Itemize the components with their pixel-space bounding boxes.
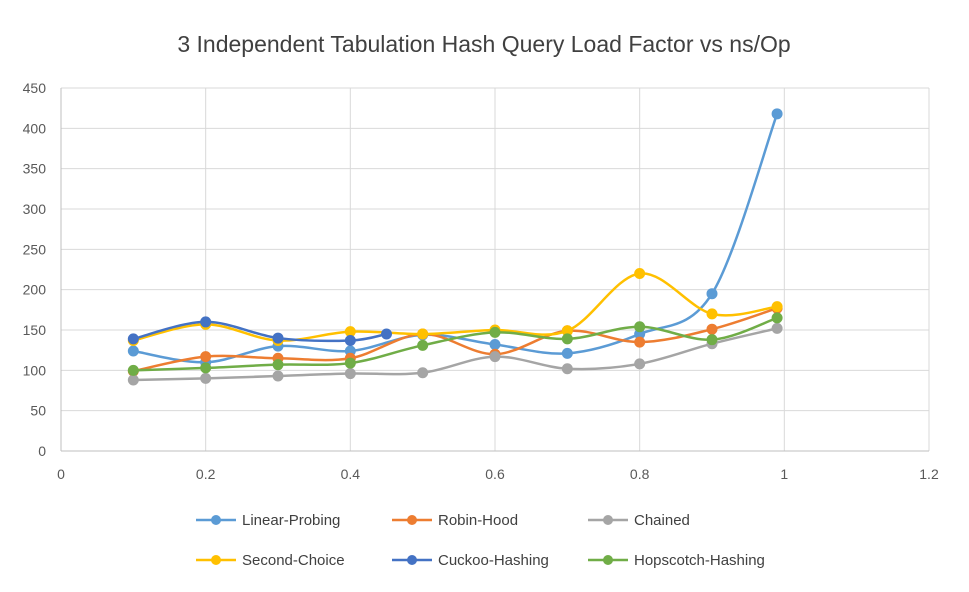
data-point-hopscotch-hashing (561, 333, 573, 345)
legend-item-linear-probing[interactable]: Linear-Probing (196, 512, 340, 529)
data-point-hopscotch-hashing (417, 339, 429, 351)
data-point-chained (771, 322, 783, 334)
data-point-cuckoo-hashing (200, 316, 212, 328)
x-tick-label: 0.8 (630, 466, 650, 482)
y-tick-label: 0 (38, 443, 46, 459)
data-point-chained (127, 374, 139, 386)
data-point-linear-probing (127, 345, 139, 357)
series-group (127, 108, 783, 386)
series-chained (127, 322, 783, 386)
data-point-cuckoo-hashing (381, 328, 392, 340)
legend-swatch-marker (603, 515, 613, 525)
data-point-cuckoo-hashing (344, 334, 356, 346)
data-point-second-choice (417, 328, 429, 340)
data-point-chained (561, 363, 573, 375)
axes (60, 88, 929, 452)
data-point-chained (200, 372, 212, 384)
data-point-chained (272, 370, 284, 382)
tick-labels: 0 50 100 150 200 250 300 350 400 450 0 0.2 0.4 0.6 0.8… (23, 80, 939, 482)
series-line-hopscotch-hashing (132, 316, 779, 372)
data-point-chained (417, 367, 429, 379)
legend-item-hopscotch-hashing[interactable]: Hopscotch-Hashing (588, 552, 765, 569)
chart-title: 3 Independent Tabulation Hash Query Load… (177, 31, 790, 57)
legend-label: Hopscotch-Hashing (634, 552, 765, 569)
data-point-second-choice (706, 308, 718, 320)
data-point-cuckoo-hashing (272, 332, 284, 344)
x-tick-label: 1 (780, 466, 788, 482)
data-point-chained (634, 358, 646, 370)
legend-swatch-marker (603, 555, 613, 565)
legend-item-chained[interactable]: Chained (588, 512, 690, 529)
x-tick-label: 0 (57, 466, 65, 482)
data-point-hopscotch-hashing (344, 357, 356, 369)
data-point-chained (489, 351, 501, 363)
y-tick-label: 450 (23, 80, 47, 96)
legend-label: Robin-Hood (438, 512, 518, 529)
data-point-hopscotch-hashing (634, 321, 646, 333)
data-point-robin-hood (706, 323, 718, 335)
legend-item-second-choice[interactable]: Second-Choice (196, 552, 345, 569)
x-tick-label: 0.2 (196, 466, 216, 482)
x-tick-label: 1.2 (919, 466, 939, 482)
y-tick-label: 400 (23, 120, 47, 136)
y-tick-label: 350 (23, 161, 47, 177)
legend: Linear-Probing Robin-Hood Chained Second-Ch… (196, 512, 765, 569)
data-point-cuckoo-hashing (127, 333, 139, 345)
legend-item-robin-hood[interactable]: Robin-Hood (392, 512, 518, 529)
data-point-hopscotch-hashing (706, 334, 718, 346)
legend-label: Chained (634, 512, 690, 529)
series-line-robin-hood (132, 306, 779, 373)
data-point-robin-hood (200, 351, 212, 363)
legend-label: Cuckoo-Hashing (438, 552, 549, 569)
y-tick-label: 100 (23, 362, 47, 378)
legend-label: Linear-Probing (242, 512, 340, 529)
series-line-linear-probing (132, 112, 779, 364)
legend-swatch-marker (407, 515, 417, 525)
y-tick-label: 200 (23, 282, 47, 298)
data-point-second-choice (634, 268, 646, 280)
legend-swatch-marker (407, 555, 417, 565)
x-tick-label: 0.6 (485, 466, 505, 482)
legend-label: Second-Choice (242, 552, 345, 569)
data-point-robin-hood (634, 336, 646, 348)
data-point-chained (344, 368, 356, 380)
y-tick-label: 300 (23, 201, 47, 217)
x-tick-label: 0.4 (341, 466, 361, 482)
data-point-linear-probing (561, 347, 573, 359)
series-hopscotch-hashing (127, 312, 783, 376)
data-point-linear-probing (706, 288, 718, 300)
data-point-hopscotch-hashing (489, 326, 501, 338)
data-point-hopscotch-hashing (127, 364, 139, 376)
data-point-hopscotch-hashing (200, 362, 212, 374)
legend-item-cuckoo-hashing[interactable]: Cuckoo-Hashing (392, 552, 549, 569)
series-cuckoo-hashing (127, 316, 392, 346)
data-point-linear-probing (489, 339, 501, 351)
series-line-second-choice (132, 272, 779, 342)
data-point-hopscotch-hashing (272, 359, 284, 371)
data-point-hopscotch-hashing (771, 312, 783, 324)
series-line-chained (132, 327, 779, 382)
data-point-second-choice (771, 301, 783, 313)
legend-swatch-marker (211, 555, 221, 565)
data-point-linear-probing (771, 108, 783, 120)
y-tick-label: 50 (30, 403, 46, 419)
legend-swatch-marker (211, 515, 221, 525)
y-tick-label: 150 (23, 322, 47, 338)
y-tick-label: 250 (23, 241, 47, 257)
